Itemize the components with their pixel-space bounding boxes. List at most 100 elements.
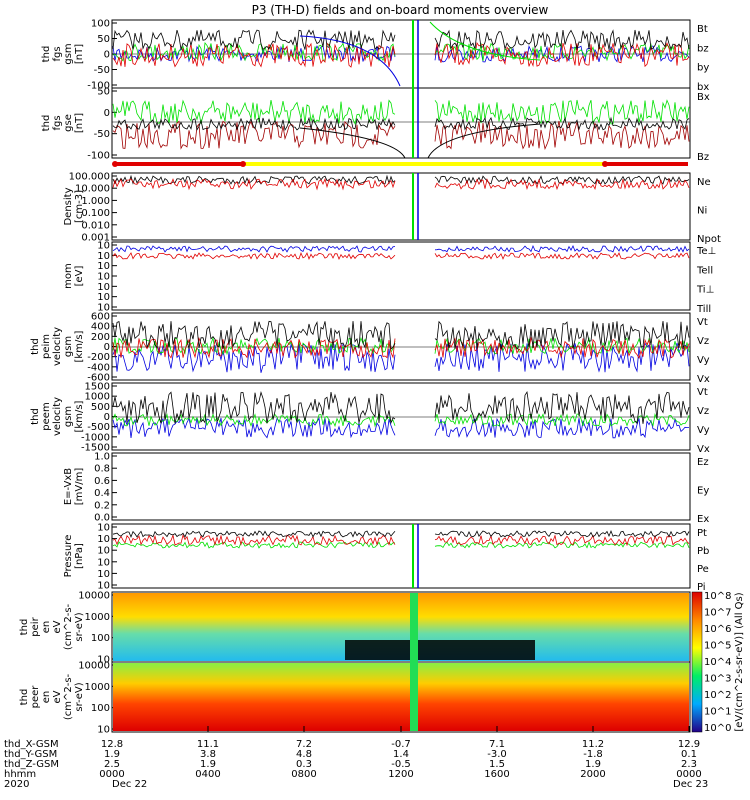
legend-entry: Ey — [697, 486, 709, 497]
time-axis-value: 3.8 — [200, 749, 216, 760]
y-tick-label: 10 — [97, 272, 110, 283]
y-axis-label: thd — [41, 115, 52, 132]
y-tick-label: 10 — [97, 523, 110, 534]
series-bx-curve — [299, 35, 401, 87]
colorbar-tick-label: 10^2 — [704, 690, 731, 701]
y-axis-label: en — [41, 621, 52, 634]
legend-entry: Pt — [697, 528, 707, 539]
y-tick-label: 10 — [97, 557, 110, 568]
y-tick-label: -1000 — [81, 432, 110, 443]
time-axis-value: 12.9 — [678, 739, 700, 750]
y-axis-label: gsm — [63, 43, 74, 64]
panel-peir: 10000 1000 100 10 thd peir en eV (cm^2-s-sr-eV) — [19, 591, 691, 666]
time-axis-row-label: hhmm — [4, 769, 36, 780]
y-tick-label: 10 — [97, 251, 110, 262]
series-gse-curve — [427, 123, 541, 159]
mode-bar-marker — [240, 161, 246, 167]
time-axis-value: 4.8 — [296, 749, 312, 760]
legend-entry: Vy — [697, 355, 710, 366]
legend-entry: Ti⊥ — [696, 285, 714, 296]
series-by-curve — [429, 21, 541, 61]
time-axis-value: 1.9 — [104, 749, 120, 760]
spectrogram-low-count — [345, 640, 535, 660]
panel-frame — [111, 241, 691, 311]
y-tick-label: 10000 — [78, 661, 110, 672]
y-tick-label: -200 — [87, 352, 110, 363]
series-gse-green — [112, 99, 690, 125]
figure-title: P3 (TH-D) fields and on-board moments ov… — [252, 3, 549, 17]
mode-bar-slow — [243, 162, 605, 166]
y-tick-label: 100.000 — [69, 172, 110, 183]
y-tick-label: 0.6 — [94, 476, 110, 487]
time-axis-value: 2.3 — [681, 759, 697, 770]
y-axis-label: peir — [30, 616, 41, 636]
series-ni — [112, 174, 690, 185]
legend-entry: Till — [696, 304, 711, 315]
y-tick-label: -50 — [94, 65, 110, 76]
y-tick-label: 10 — [97, 282, 110, 293]
y-tick-label: 10 — [97, 546, 110, 557]
y-tick-label: 10000 — [78, 591, 110, 602]
y-tick-label: 1000 — [85, 612, 110, 623]
y-axis-label: [cm-3] — [74, 190, 85, 223]
series-peem-vx — [112, 416, 689, 439]
y-tick-label: 50 — [97, 87, 110, 98]
legend-entry: Vt — [697, 317, 708, 328]
colorbar-tick-label: 10^0 — [704, 723, 731, 734]
colorbar-label: [eV/(cm^2-s-sr-eV)] (All Qs) — [734, 592, 745, 731]
colorbar-tick-label: 10^7 — [704, 608, 731, 619]
spectrogram-spike — [410, 593, 418, 731]
time-axis-value: -0.7 — [391, 739, 411, 750]
y-tick-label: 100 — [91, 19, 110, 30]
y-axis-label: fgs — [52, 115, 63, 130]
time-axis-value: 7.2 — [296, 739, 312, 750]
panel-efield: 1.00.80.60.40.2 0.0 E=-VxB [mV/m] Ez Ey Ex — [63, 452, 709, 526]
time-axis-row-label: thd_X-GSM — [4, 739, 59, 750]
y-axis-label: velocity — [52, 397, 63, 436]
colorbar-tick-label: 10^3 — [704, 674, 731, 685]
y-tick-label: -100 — [87, 151, 110, 162]
legend-entry: Tell — [696, 265, 713, 276]
panel-frame — [111, 87, 691, 159]
time-axis-end-date: Dec 23 — [673, 779, 708, 790]
y-axis-label: [nPa] — [74, 543, 85, 569]
legend-entry: Ni — [697, 206, 707, 217]
y-tick-label: 10 — [97, 725, 110, 736]
panel-frame — [111, 523, 691, 589]
y-axis-label: Density — [63, 187, 74, 225]
y-axis-label: [km/s] — [74, 330, 85, 362]
y-tick-label: 0.100 — [81, 208, 110, 219]
time-axis-value: 2000 — [580, 769, 605, 780]
y-axis-label: peem — [41, 402, 52, 430]
time-axis-value: -1.8 — [583, 749, 603, 760]
y-tick-label: 0 — [104, 342, 110, 353]
y-tick-label: 100 — [91, 633, 110, 644]
y-axis-label: mom — [63, 263, 74, 289]
y-tick-label: 1000 — [85, 682, 110, 693]
time-axis-value: 1.9 — [200, 759, 216, 770]
time-axis-value: 0.1 — [681, 749, 697, 760]
y-tick-label: 400 — [91, 322, 110, 333]
y-tick-label: 0 — [104, 412, 110, 423]
y-axis-label: fgs — [52, 46, 63, 61]
time-axis-value: 7.1 — [489, 739, 505, 750]
legend-entry: Vx — [697, 444, 710, 455]
y-tick-label: 200 — [91, 332, 110, 343]
y-tick-label: 10 — [97, 569, 110, 580]
y-tick-label: 10.000 — [75, 184, 110, 195]
legend-entry: Bz — [697, 152, 709, 163]
y-axis-label: thd — [30, 408, 41, 425]
series-bz — [112, 41, 690, 68]
panel-fgs-gse: 50 0 -50 -100 thd fgs gse [nT] Bx Bz — [41, 87, 710, 164]
series-temp-red — [112, 251, 690, 261]
y-axis-label: peer — [30, 685, 41, 709]
legend-entry: Vz — [697, 406, 709, 417]
y-axis-label: thd — [41, 46, 52, 63]
colorbar: 10^8 10^7 10^6 10^5 10^4 10^3 10^2 10^1 10^0 [eV/… — [691, 591, 745, 734]
y-tick-label: 0.4 — [94, 488, 110, 499]
